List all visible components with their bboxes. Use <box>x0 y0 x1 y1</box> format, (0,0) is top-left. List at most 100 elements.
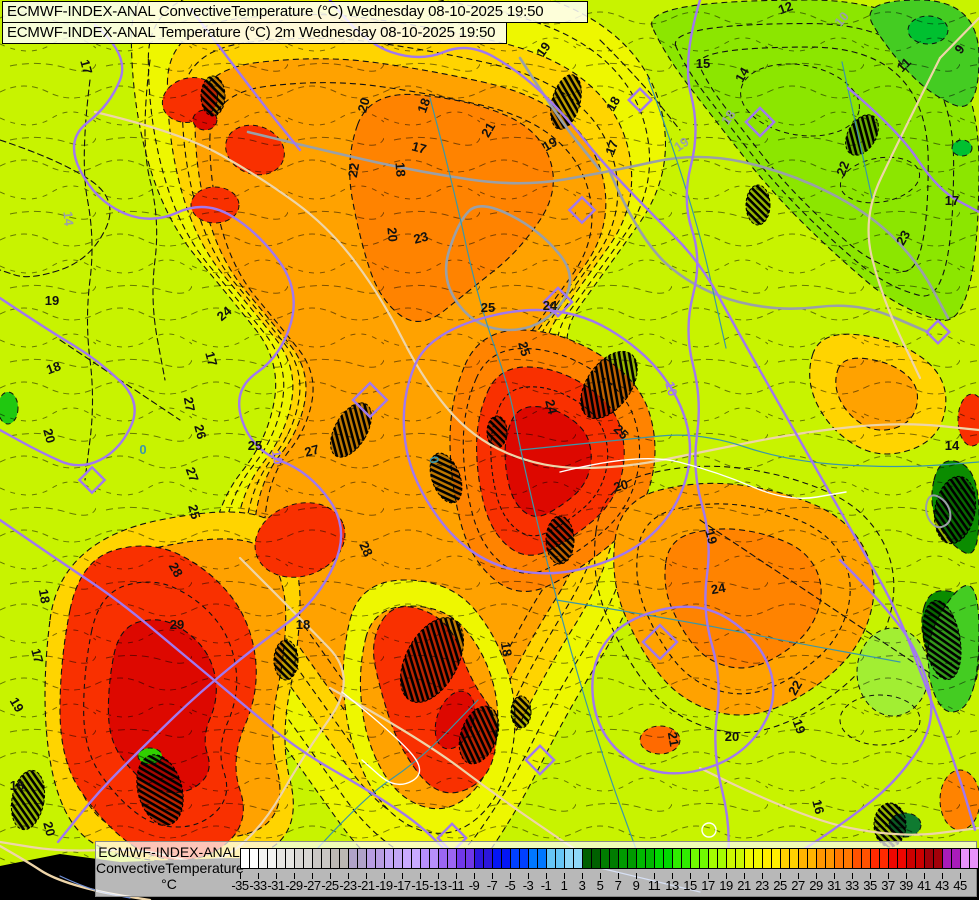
purple-contour-line <box>0 296 136 467</box>
colorbar-cell <box>601 849 610 868</box>
colorbar-tick <box>870 873 871 879</box>
gray-contour-loop <box>444 205 572 332</box>
contour-label: 18 <box>36 588 53 605</box>
contour-label: 16 <box>809 798 827 816</box>
colorbar-tick <box>834 873 835 879</box>
colorbar-tick <box>312 873 313 879</box>
colorbar-cell <box>277 849 286 868</box>
contour-label: 28 <box>166 560 186 580</box>
dense-contour-hatch-spot <box>510 695 532 729</box>
contour-label: 0 <box>426 454 442 465</box>
colorbar-cell <box>745 849 754 868</box>
contour-label: 29 <box>170 617 184 632</box>
colorbar-tick-label: -5 <box>504 878 516 893</box>
white-contour-line <box>559 457 847 499</box>
colorbar-tick <box>600 873 601 879</box>
colorbar-tick <box>564 873 565 879</box>
contour-label: 18 <box>414 96 433 115</box>
contour-label: 18 <box>718 107 739 127</box>
colorbar-cell <box>916 849 925 868</box>
colorbar-tick <box>294 873 295 879</box>
colorbar-cell <box>493 849 502 868</box>
color-scale-labels: -35 -33 -31 -29 -27 -25 -23 -21 -19 -17 -15 -13 -11-… <box>96 878 976 894</box>
colorbar-tick-label: -29 <box>285 878 303 893</box>
colorbar-cell <box>718 849 727 868</box>
colorbar-tick <box>474 873 475 879</box>
purple-contour-diamond <box>351 381 389 419</box>
colorbar-cell <box>394 849 403 868</box>
purple-contour-line <box>685 0 730 900</box>
river-line <box>555 599 901 663</box>
colorbar-tick <box>744 873 745 879</box>
colorbar-tick-label: -25 <box>321 878 339 893</box>
colorbar-cell <box>853 849 862 868</box>
colorbar-tick-label: -13 <box>429 878 447 893</box>
dense-contour-hatch-spot <box>580 350 638 420</box>
river-line <box>299 699 479 869</box>
purple-contour-line <box>56 23 343 844</box>
contour-label: 26 <box>191 423 209 441</box>
colorbar-cell <box>367 849 376 868</box>
colorbar-tick-label: -21 <box>357 878 375 893</box>
contour-label: 27 <box>183 465 202 484</box>
river-line <box>429 97 641 861</box>
colorbar-tick-label: 9 <box>632 878 640 893</box>
contour-label: 20 <box>40 427 58 445</box>
contour-label: 18 <box>392 162 408 178</box>
colorbar-cell <box>358 849 367 868</box>
colorbar-cell <box>808 849 817 868</box>
colorbar-tick-label: -7 <box>486 878 498 893</box>
map-title-temperature-2m: ECMWF-INDEX-ANAL Temperature (°C) 2m Wed… <box>2 22 507 44</box>
colorbar-cell <box>475 849 484 868</box>
purple-contour-diamond <box>641 623 679 661</box>
colorbar-tick <box>816 873 817 879</box>
colorbar-cell <box>421 849 430 868</box>
white-contour-ring <box>701 822 717 838</box>
purple-contour-line <box>0 518 470 880</box>
dense-contour-hatch-spot <box>136 754 184 826</box>
colorbar-tick <box>366 873 367 879</box>
contour-line <box>699 519 941 681</box>
colorbar-cell <box>295 849 304 868</box>
colorbar-tick-label: 13 <box>665 878 679 893</box>
legend-model-name: ECMWF-INDEX-ANAL <box>98 844 240 860</box>
colorbar-tick-label: 39 <box>899 878 913 893</box>
colorbar-tick-label: 37 <box>881 878 895 893</box>
gray-contour-loop <box>925 494 952 529</box>
contour-label: 18 <box>44 358 63 377</box>
colorbar-cell <box>817 849 826 868</box>
contour-label: 17 <box>410 139 428 157</box>
colorbar-cell <box>376 849 385 868</box>
contour-label: 19 <box>533 39 554 59</box>
colorbar-tick <box>762 873 763 879</box>
colorbar-tick-label: 3 <box>578 878 586 893</box>
colorbar-cell <box>781 849 790 868</box>
purple-contour-line <box>846 86 979 214</box>
gray-contour-line <box>518 56 602 172</box>
colorbar-cell <box>844 849 853 868</box>
colorbar-tick <box>690 873 691 879</box>
colorbar-cell <box>313 849 322 868</box>
contour-label: 15 <box>696 56 710 71</box>
colorbar-cell <box>529 849 538 868</box>
colorbar-cell <box>628 849 637 868</box>
dashed-ring <box>740 63 860 137</box>
colorbar-cell <box>970 849 979 868</box>
colorbar-tick-label: -27 <box>303 878 321 893</box>
dense-contour-hatch-spot <box>922 599 962 681</box>
contour-label: 24 <box>710 580 728 597</box>
colorbar-tick <box>330 873 331 879</box>
colorbar-tick <box>780 873 781 879</box>
colorbar-cell <box>259 849 268 868</box>
colorbar-tick <box>276 873 277 879</box>
colorbar-cell <box>619 849 628 868</box>
contour-label: 23 <box>893 228 913 248</box>
colorbar-cell <box>826 849 835 868</box>
border-line-tan <box>867 56 942 380</box>
colorbar-tick-label: -31 <box>267 878 285 893</box>
purple-contour-diamond <box>542 286 574 318</box>
colorbar-tick-label: 23 <box>755 878 769 893</box>
contour-label: 17 <box>945 193 959 208</box>
colorbar-cell <box>538 849 547 868</box>
dense-contour-hatch-spot <box>330 402 372 458</box>
